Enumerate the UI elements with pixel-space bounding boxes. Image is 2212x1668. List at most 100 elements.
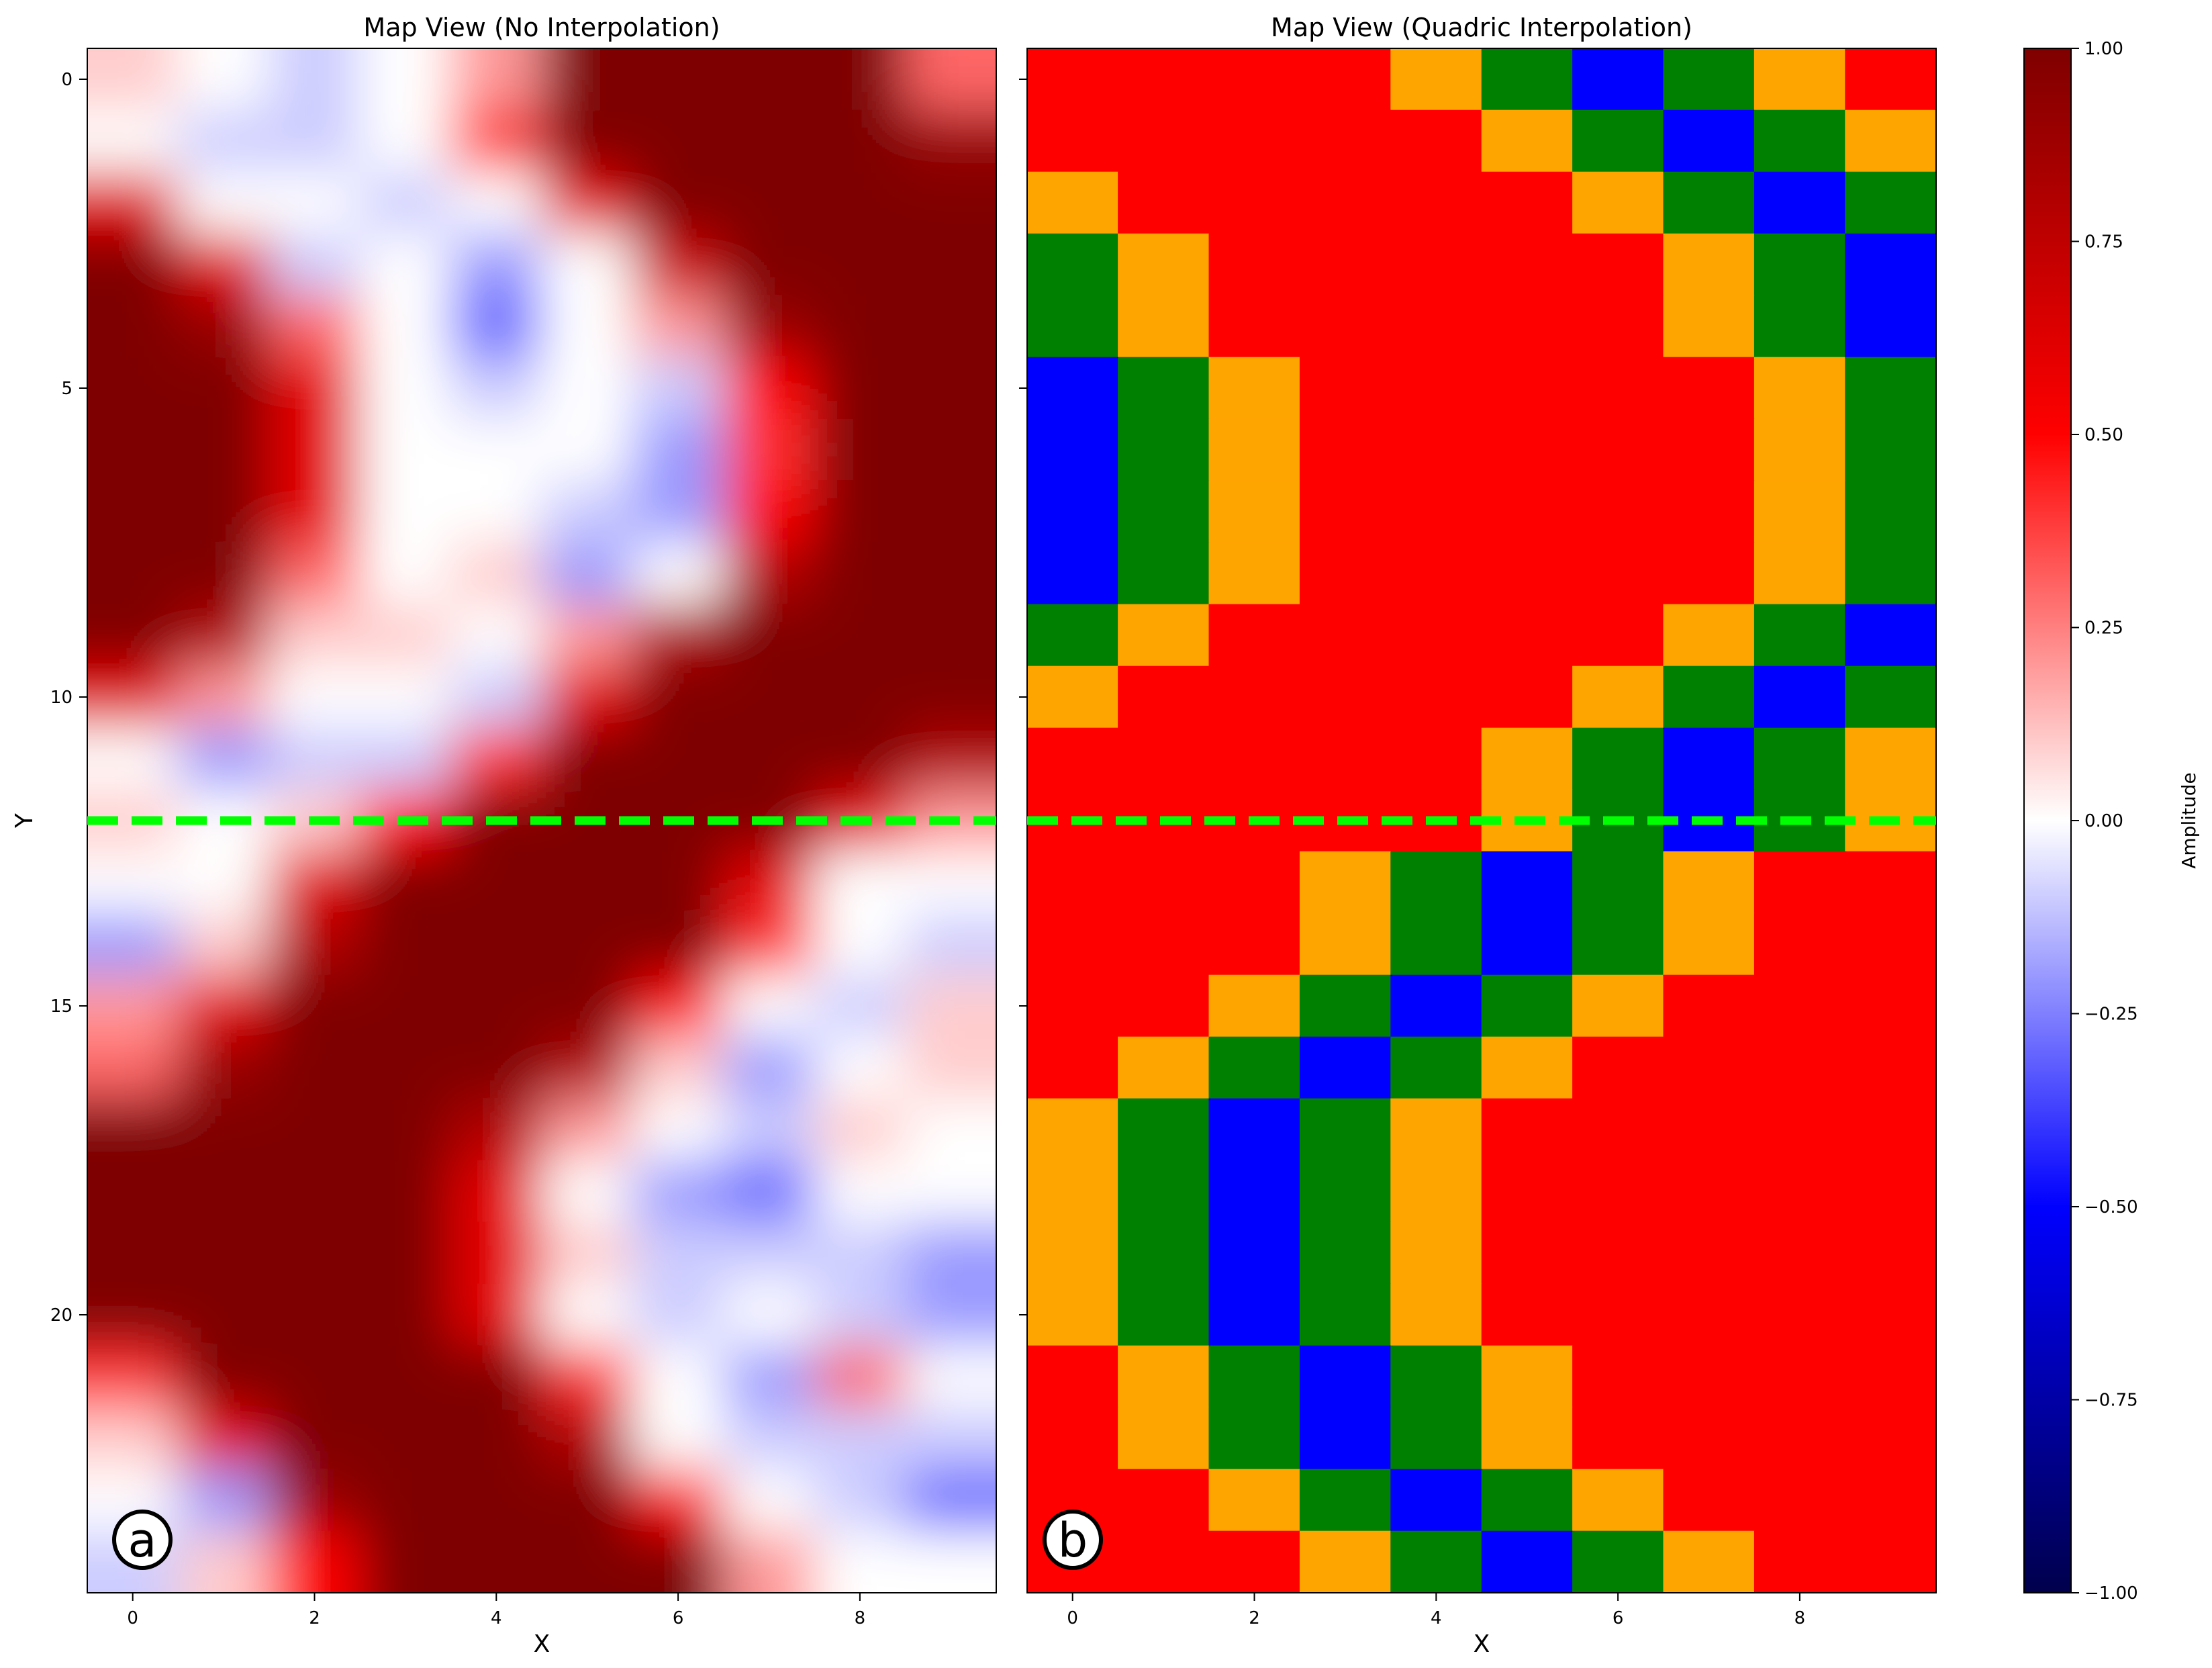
heatmap-cell: [1663, 1530, 1755, 1593]
heatmap-cell: [1481, 1160, 1573, 1223]
x-tick-label: 4: [491, 1608, 502, 1628]
heatmap-cell: [814, 480, 906, 543]
heatmap-cell: [632, 171, 724, 234]
heatmap-cell: [359, 233, 452, 296]
heatmap-cell: [1027, 542, 1118, 605]
heatmap-cell: [359, 48, 452, 111]
heatmap-cell: [1390, 542, 1482, 605]
panel-b-ticks: 0 2 4 6 8: [1019, 79, 1805, 1628]
heatmap-cell: [814, 295, 906, 358]
heatmap-cell: [450, 1160, 542, 1223]
heatmap-cell: [905, 1407, 996, 1470]
heatmap-cell: [814, 913, 906, 976]
heatmap-cell: [1663, 727, 1755, 790]
heatmap-cell: [87, 604, 88, 667]
heatmap-cell: [1753, 233, 1845, 296]
heatmap-cell: [269, 974, 360, 1037]
heatmap-cell: [1572, 171, 1664, 234]
heatmap-cell: [1118, 1036, 1210, 1099]
heatmap-cell: [1208, 357, 1300, 420]
heatmap-cell: [814, 1036, 906, 1099]
heatmap-cell: [814, 1407, 906, 1470]
heatmap-cell: [359, 1345, 452, 1408]
heatmap-cell: [269, 233, 360, 296]
heatmap-cell: [177, 295, 270, 358]
heatmap-cell: [814, 1469, 906, 1532]
heatmap-cell: [1663, 1345, 1755, 1408]
heatmap-cell: [87, 480, 88, 543]
heatmap-cell: [632, 295, 724, 358]
heatmap-cell: [632, 1160, 724, 1223]
heatmap-cell: [1208, 1036, 1300, 1099]
heatmap-cell: [359, 418, 452, 481]
colorbar-tick-label: 0.50: [2084, 425, 2123, 445]
heatmap-cell: [1208, 1160, 1300, 1223]
heatmap-cell: [87, 665, 88, 729]
heatmap-cell: [1845, 913, 1936, 976]
heatmap-cell: [1208, 1345, 1300, 1408]
heatmap-cell: [1663, 1160, 1755, 1223]
heatmap-cell: [1027, 1283, 1118, 1346]
heatmap-cell: [1572, 1221, 1664, 1285]
heatmap-cell: [1663, 295, 1755, 358]
heatmap-cell: [1208, 974, 1300, 1037]
heatmap-cell: [269, 727, 360, 790]
heatmap-cell: [1027, 1345, 1118, 1408]
heatmap-cell: [632, 974, 724, 1037]
heatmap-cell: [87, 1221, 179, 1285]
heatmap-cell: [1299, 1036, 1391, 1099]
heatmap-cell: [1299, 913, 1391, 976]
panel-b-xlabel: X: [1474, 1630, 1490, 1658]
x-tick-label: 2: [1249, 1608, 1260, 1628]
heatmap-cell: [177, 171, 270, 234]
heatmap-cell: [177, 913, 270, 976]
heatmap-cell: [1845, 1345, 1936, 1408]
heatmap-cell: [1845, 480, 1936, 543]
heatmap-cell: [1753, 727, 1845, 790]
heatmap-cell: [1299, 604, 1391, 667]
heatmap-cell: [1481, 1345, 1573, 1408]
heatmap-cell: [1208, 542, 1300, 605]
heatmap-cell: [450, 357, 542, 420]
heatmap-cell: [541, 542, 633, 605]
heatmap-cell: [450, 1345, 542, 1408]
heatmap-cell: [1118, 1469, 1210, 1532]
heatmap-cell: [1481, 1530, 1573, 1593]
panel-a: Map View (No Interpolation) 0 2 4 6 8 0 5 10 15 2…: [11, 13, 997, 1658]
heatmap-cell: [632, 913, 724, 976]
colorbar-tick-label: −0.50: [2084, 1197, 2138, 1217]
heatmap-cell: [1481, 171, 1573, 234]
heatmap-cell: [1845, 1036, 1936, 1099]
heatmap-cell: [1572, 295, 1664, 358]
heatmap-cell: [1481, 913, 1573, 976]
panel-b-letter-badge: [1043, 1510, 1103, 1570]
heatmap-cell: [541, 1098, 633, 1161]
heatmap-cell: [177, 1283, 270, 1346]
heatmap-cell: [541, 1036, 633, 1099]
heatmap-cell: [87, 1036, 179, 1099]
heatmap-cell: [1663, 974, 1755, 1037]
heatmap-cell: [87, 48, 179, 111]
heatmap-cell: [359, 974, 452, 1037]
heatmap-cell: [1845, 727, 1936, 790]
heatmap-cell: [1027, 295, 1118, 358]
heatmap-cell: [1390, 1407, 1482, 1470]
heatmap-cell: [1299, 418, 1391, 481]
heatmap-cell: [632, 48, 724, 111]
heatmap-cell: [814, 1160, 906, 1223]
heatmap-cell: [450, 48, 542, 111]
heatmap-cell: [269, 171, 360, 234]
heatmap-cell: [87, 974, 179, 1037]
heatmap-cell: [1663, 1098, 1755, 1161]
heatmap-cell: [1753, 1221, 1845, 1285]
heatmap-cell: [177, 109, 270, 173]
heatmap-cell: [723, 604, 815, 667]
heatmap-cell: [814, 418, 906, 481]
heatmap-cell: [269, 357, 360, 420]
heatmap-cell: [1572, 1036, 1664, 1099]
heatmap-cell: [1481, 604, 1573, 667]
heatmap-cell: [814, 974, 906, 1037]
heatmap-cell: [450, 665, 542, 729]
heatmap-cell: [1299, 233, 1391, 296]
heatmap-cell: [1572, 665, 1664, 729]
